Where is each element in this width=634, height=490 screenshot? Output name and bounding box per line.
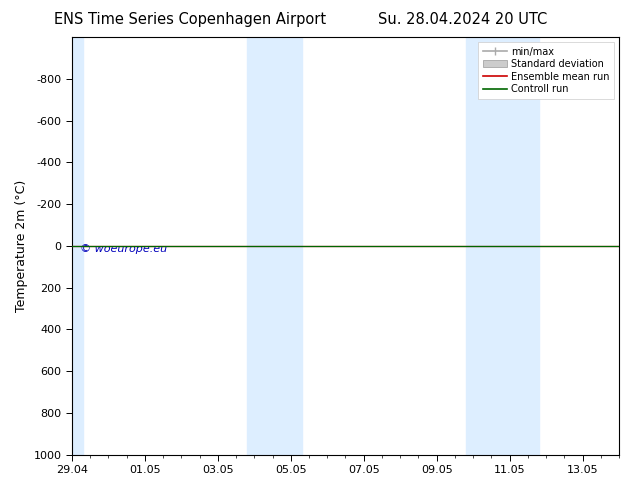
Text: ENS Time Series Copenhagen Airport: ENS Time Series Copenhagen Airport [54,12,327,27]
Legend: min/max, Standard deviation, Ensemble mean run, Controll run: min/max, Standard deviation, Ensemble me… [478,42,614,99]
Bar [247,37,302,455]
Y-axis label: Temperature 2m (°C): Temperature 2m (°C) [15,180,28,312]
Bar [466,37,539,455]
Text: Su. 28.04.2024 20 UTC: Su. 28.04.2024 20 UTC [378,12,547,27]
Text: © woeurope.eu: © woeurope.eu [80,244,167,254]
Bar [72,37,83,455]
